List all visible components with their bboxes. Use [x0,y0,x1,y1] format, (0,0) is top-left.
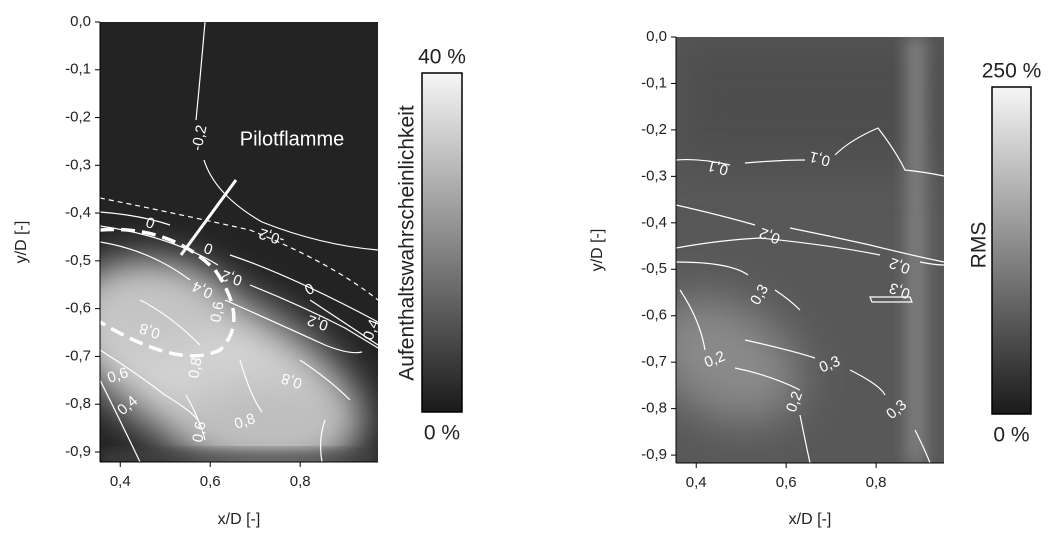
colorbar-tick-label: 250 % [982,60,1042,83]
heatmap-background [100,22,378,462]
contour-label: 0,6 [189,420,209,443]
contour-line [679,289,811,463]
y-tick-label: 0,0 [646,28,667,45]
contour-label: 0,6 [207,300,227,323]
y-tick-label: -0,3 [641,167,667,184]
y-tick-label: -0,7 [65,347,91,364]
contours [676,127,944,463]
y-tick-label: -0,6 [65,300,91,317]
colorbar-label: Aufenthaltswahrscheinlichkeit [396,105,419,381]
y-tick-label: -0,3 [65,156,91,173]
colorbar [421,72,463,413]
contour-line [185,394,326,462]
contour-line [100,299,378,421]
contour-label: 0,8 [137,319,162,342]
contour-line [676,237,944,266]
x-axis-label: x/D [-] [218,511,261,528]
contour-label: 0,8 [232,410,257,433]
x-tick-label: 0,6 [200,473,221,490]
contour-label: 0,1 [706,157,731,179]
y-tick-label: -0,7 [641,353,667,370]
contour-line [239,359,263,413]
y-tick-label: -0,1 [641,74,667,91]
contour-label: 0,3 [817,353,843,377]
x-tick-label: 0,4 [686,474,707,491]
contour-line [100,197,378,301]
pilot-marker [99,179,238,358]
colorbar-tick-label: 40 % [418,46,466,69]
contour-label: 0,2 [305,311,330,334]
y-tick-label: -0,4 [65,204,91,221]
y-tick-label: -0,2 [65,109,91,126]
y-tick-label: 0,0 [70,13,91,30]
y-axis-label: y/D [-] [589,229,606,272]
y-tick-label: -0,6 [641,307,667,324]
x-tick-label: 0,4 [110,473,131,490]
y-tick-label: -0,9 [65,443,91,460]
panel: 0,1 0,10,20,20,30,30,2 0,30,2 0,30,0-0,1-0,… [589,28,1041,528]
contour-label: 0,4 [360,317,383,342]
contour-line [676,261,801,311]
annotation: Pilotflamme [240,128,344,150]
colorbar-label: RMS [968,222,991,269]
contour-line [100,225,378,349]
contour-label: 0,2 [757,224,782,247]
contour-line [744,339,931,463]
contour-line [676,204,944,263]
y-tick-label: -0,8 [65,395,91,412]
x-tick-label: 0,6 [776,474,797,491]
contour-label: 0,2 [702,348,728,372]
contour-label: 0,2 [887,254,912,277]
contour-label: 0,6 [105,364,130,387]
contour-line [100,211,378,323]
colorbar [991,86,1032,415]
heatmap-background [676,37,944,463]
contour-label: 0,2 [219,266,244,289]
contour-label: 0,8 [185,356,205,379]
contour-label: 0,2 [783,389,806,414]
y-tick-label: -0,4 [641,214,667,231]
x-tick-label: 0,8 [290,473,311,490]
contour-line [100,241,363,354]
contour-label: -0,2 [188,123,210,152]
colorbar-tick-label: 0 % [424,422,460,445]
y-axis-label: y/D [-] [13,221,30,264]
contours [100,22,378,462]
y-tick-label: -0,5 [65,252,91,269]
contour-line [100,379,141,462]
contour-line [869,296,913,303]
x-tick-label: 0,8 [866,474,887,491]
y-tick-label: -0,2 [641,121,667,138]
contour-label: 0,3 [887,279,912,302]
contour-line [195,22,378,251]
colorbar-tick-label: 0 % [993,424,1029,447]
contour-line [139,299,351,401]
y-tick-label: -0,5 [641,260,667,277]
x-axis-label: x/D [-] [789,511,832,528]
y-tick-label: -0,1 [65,61,91,78]
contour-label: 0,1 [808,148,833,170]
y-tick-label: -0,9 [641,446,667,463]
contour-label: 0,8 [279,369,304,392]
y-tick-label: -0,8 [641,400,667,417]
contour-line [676,127,944,177]
